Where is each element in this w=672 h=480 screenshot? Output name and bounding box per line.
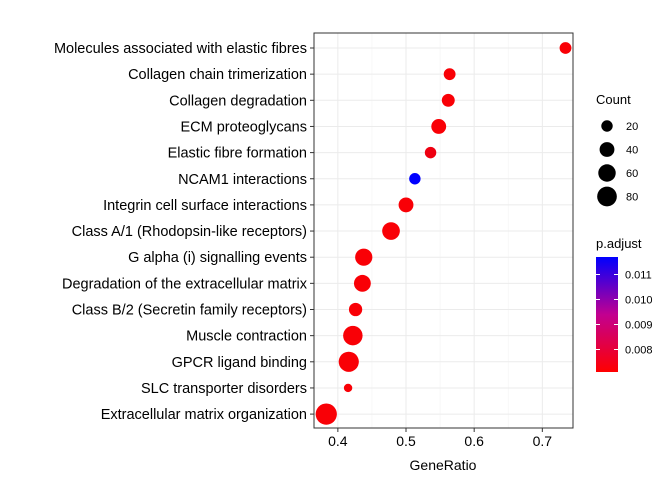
x-axis-ticks: 0.4 0.5 0.6 0.7 [328,428,552,449]
color-legend-ticks: 0.008 0.009 0.010 0.011 [596,270,653,357]
data-points [315,42,572,425]
y-tick-label-elastic-fibre-formation: Elastic fibre formation [168,146,307,162]
x-tick-label: 0.5 [396,433,416,449]
point-collagen-degradation [441,93,455,107]
y-tick-label-ncam1-interactions: NCAM1 interactions [178,172,307,188]
y-axis-labels: Molecules associated with elastic fibres… [54,41,314,423]
point-class-a-1-rhodopsin-like-receptors [382,222,400,240]
point-molecules-associated-with-elastic-fibres [559,42,572,54]
y-tick-label-degradation-of-the-extracellular-matrix: Degradation of the extracellular matrix [62,276,308,292]
x-axis-title: GeneRatio [410,457,477,473]
y-tick-label-slc-transporter-disorders: SLC transporter disorders [141,381,307,397]
y-tick-label-muscle-contraction: Muscle contraction [186,329,307,345]
point-class-b-2-secretin-family-receptors [348,302,363,317]
panel-border [313,32,574,429]
color-legend: p.adjust 0.008 0.009 0.010 0.011 [596,236,653,372]
size-legend-dot [599,142,615,157]
size-legend-label: 40 [626,145,638,157]
point-collagen-chain-trimerization [443,68,456,81]
x-tick-label: 0.6 [464,433,484,449]
point-g-alpha-i-signalling-events [355,248,373,266]
color-legend-title: p.adjust [596,236,642,251]
point-muscle-contraction [343,325,363,346]
y-tick-label-integrin-cell-surface-interactions: Integrin cell surface interactions [103,198,307,214]
size-legend-dot [598,164,616,182]
color-legend-label: 0.009 [625,320,653,332]
x-tick-label: 0.4 [328,433,348,449]
point-extracellular-matrix-organization [315,403,337,425]
size-legend-label: 20 [626,121,638,133]
x-tick-label: 0.7 [533,433,553,449]
y-tick-label-class-a-1-rhodopsin-like-receptors: Class A/1 (Rhodopsin-like receptors) [72,224,307,240]
point-integrin-cell-surface-interactions [398,197,414,213]
y-tick-label-class-b-2-secretin-family-receptors: Class B/2 (Secretin family receptors) [72,303,307,319]
size-legend-items: 20 40 60 80 [597,120,638,207]
point-gpcr-ligand-binding [338,351,359,372]
y-tick-label-collagen-chain-trimerization: Collagen chain trimerization [128,67,307,83]
size-legend-title: Count [596,92,631,107]
y-tick-label-extracellular-matrix-organization: Extracellular matrix organization [101,407,307,423]
point-ecm-proteoglycans [431,119,447,134]
y-tick-label-ecm-proteoglycans: ECM proteoglycans [180,119,307,135]
y-tick-label-collagen-degradation: Collagen degradation [169,93,307,109]
color-legend-bar [596,257,618,372]
size-legend: Count 20 40 60 80 [596,92,638,207]
color-legend-label: 0.008 [625,345,653,357]
size-legend-label: 60 [626,168,638,180]
size-legend-dot [601,120,613,132]
point-slc-transporter-disorders [343,383,353,393]
point-ncam1-interactions [409,173,421,185]
size-legend-label: 80 [626,192,638,204]
y-tick-label-g-alpha-i-signalling-events: G alpha (i) signalling events [128,250,307,266]
y-tick-label-gpcr-ligand-binding: GPCR ligand binding [172,355,307,371]
y-tick-label-molecules-associated-with-elastic-fibres: Molecules associated with elastic fibres [54,41,307,57]
point-degradation-of-the-extracellular-matrix [353,274,371,292]
color-legend-label: 0.010 [625,295,653,307]
color-legend-label: 0.011 [625,270,652,282]
size-legend-dot [597,186,617,207]
point-elastic-fibre-formation [424,146,437,159]
